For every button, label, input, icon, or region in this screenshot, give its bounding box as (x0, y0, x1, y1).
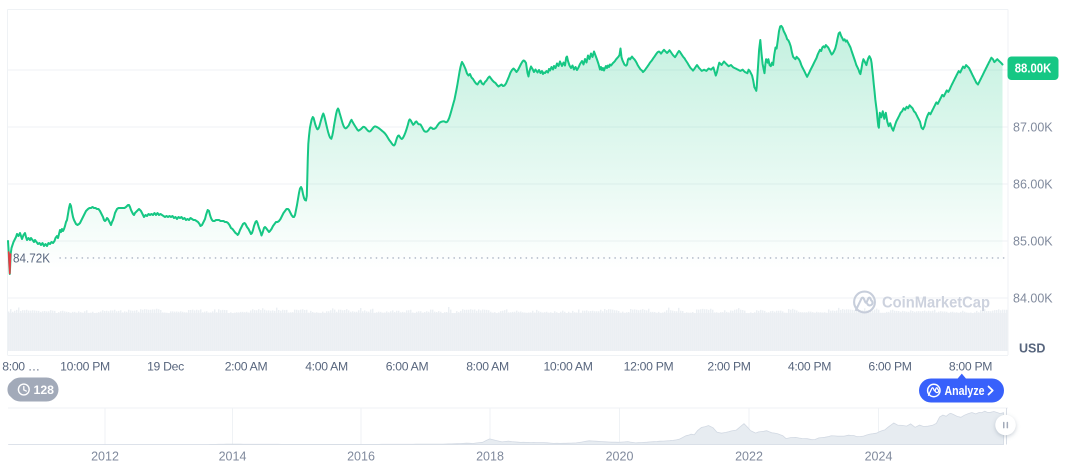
svg-text:8:00 PM: 8:00 PM (949, 360, 992, 374)
svg-text:84.00K: 84.00K (1013, 292, 1053, 306)
svg-text:12:00 PM: 12:00 PM (624, 360, 674, 374)
svg-text:2018: 2018 (476, 450, 504, 464)
svg-text:2022: 2022 (735, 450, 763, 464)
svg-text:2:00 AM: 2:00 AM (225, 360, 268, 374)
svg-text:85.00K: 85.00K (1013, 235, 1053, 249)
svg-text:84.72K: 84.72K (13, 251, 51, 265)
svg-text:10:00 AM: 10:00 AM (543, 360, 592, 374)
svg-text:2014: 2014 (219, 450, 247, 464)
svg-text:2020: 2020 (606, 450, 634, 464)
svg-text:128: 128 (34, 383, 55, 397)
svg-text:8:00 …: 8:00 … (2, 360, 40, 374)
svg-text:8:00 AM: 8:00 AM (466, 360, 509, 374)
svg-text:USD: USD (1019, 342, 1045, 356)
svg-text:4:00 PM: 4:00 PM (788, 360, 831, 374)
svg-text:6:00 AM: 6:00 AM (386, 360, 429, 374)
svg-text:86.00K: 86.00K (1013, 178, 1053, 192)
svg-text:Analyze: Analyze (945, 384, 985, 398)
svg-text:19 Dec: 19 Dec (147, 360, 184, 374)
svg-text:2012: 2012 (91, 450, 119, 464)
svg-text:6:00 PM: 6:00 PM (868, 360, 911, 374)
svg-text:88.00K: 88.00K (1015, 61, 1052, 76)
svg-text:2024: 2024 (865, 450, 893, 464)
svg-text:87.00K: 87.00K (1013, 121, 1053, 135)
svg-text:4:00 AM: 4:00 AM (305, 360, 348, 374)
svg-text:2:00 PM: 2:00 PM (707, 360, 750, 374)
svg-text:10:00 PM: 10:00 PM (60, 360, 110, 374)
svg-text:2016: 2016 (347, 450, 375, 464)
